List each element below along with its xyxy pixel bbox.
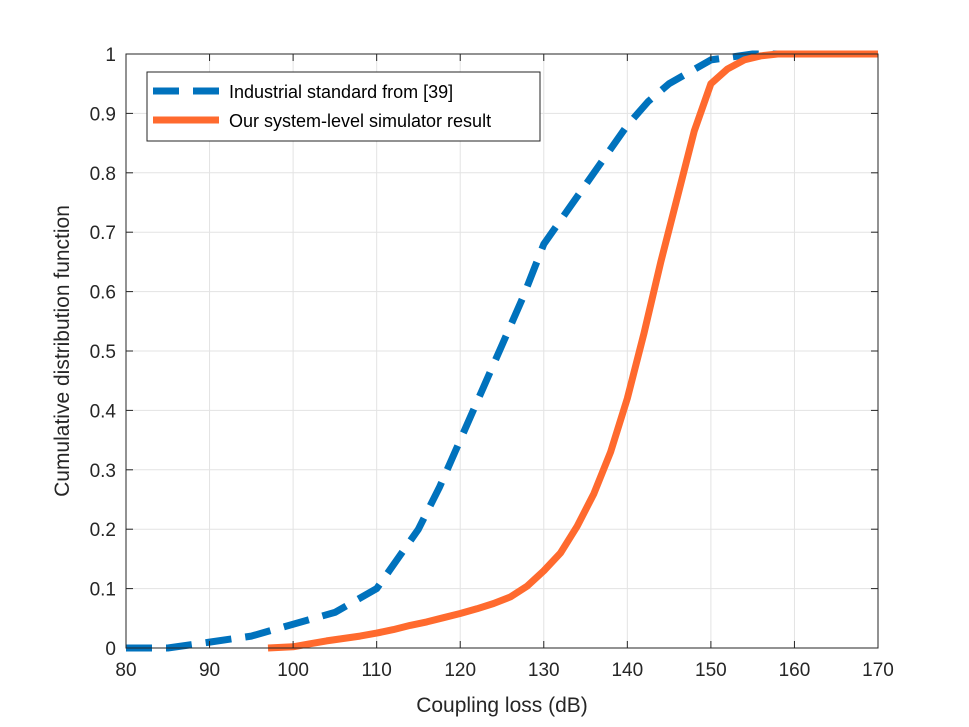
legend: Industrial standard from [39] Our system… <box>146 71 541 142</box>
y-tick-label: 0.2 <box>90 520 116 541</box>
y-tick-label: 0.9 <box>90 104 116 125</box>
series-line-simulator-result <box>267 50 878 652</box>
y-tick-label: 0 <box>105 639 116 660</box>
x-tick-label: 100 <box>277 660 309 681</box>
y-tick-label: 0.5 <box>90 342 116 363</box>
y-tick-label: 0.8 <box>90 164 116 185</box>
legend-label-industrial-standard: Industrial standard from [39] <box>229 82 453 102</box>
axis-ticks <box>125 53 879 649</box>
x-tick-label: 80 <box>115 660 136 681</box>
y-tick-label: 0.1 <box>90 580 116 601</box>
x-tick-label: 130 <box>528 660 560 681</box>
x-tick-label: 170 <box>862 660 894 681</box>
x-tick-label: 140 <box>611 660 643 681</box>
y-tick-label: 0.4 <box>90 401 117 422</box>
y-tick-label: 0.6 <box>90 283 116 304</box>
x-tick-label: 110 <box>362 660 392 681</box>
y-tick-label: 1 <box>105 45 116 66</box>
legend-label-simulator-result: Our system-level simulator result <box>229 111 491 131</box>
x-tick-labels: 80 90 100 110 120 130 140 150 160 170 <box>115 660 893 681</box>
x-axis-label: Coupling loss (dB) <box>416 694 588 717</box>
y-tick-label: 0.7 <box>90 223 116 244</box>
y-tick-labels: 0 0.1 0.2 0.3 0.4 0.5 0.6 0.7 0.8 0.9 1 <box>90 45 117 660</box>
x-tick-label: 160 <box>779 660 811 681</box>
y-tick-label: 0.3 <box>90 461 116 482</box>
y-axis-label: Cumulative distribution function <box>51 205 74 497</box>
series-line-industrial-standard <box>126 50 878 652</box>
legend-box <box>146 71 541 142</box>
x-tick-label: 150 <box>695 660 727 681</box>
series-layer <box>126 50 878 652</box>
x-tick-label: 120 <box>444 660 476 681</box>
x-tick-label: 90 <box>199 660 220 681</box>
